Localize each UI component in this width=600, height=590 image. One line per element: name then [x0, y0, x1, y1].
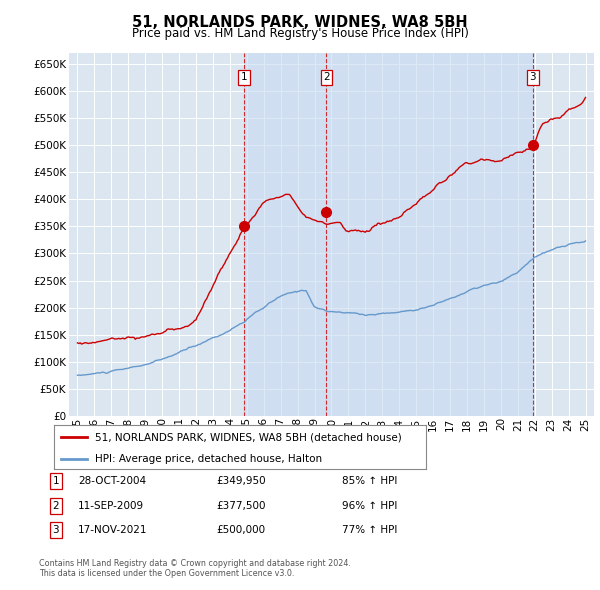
Text: 2: 2 — [52, 501, 59, 510]
Text: £500,000: £500,000 — [216, 526, 265, 535]
Text: 1: 1 — [241, 73, 247, 83]
Text: 77% ↑ HPI: 77% ↑ HPI — [342, 526, 397, 535]
Text: £349,950: £349,950 — [216, 476, 266, 486]
Text: 96% ↑ HPI: 96% ↑ HPI — [342, 501, 397, 510]
Text: This data is licensed under the Open Government Licence v3.0.: This data is licensed under the Open Gov… — [39, 569, 295, 578]
Text: 2: 2 — [323, 73, 330, 83]
Text: 51, NORLANDS PARK, WIDNES, WA8 5BH (detached house): 51, NORLANDS PARK, WIDNES, WA8 5BH (deta… — [95, 432, 401, 442]
Text: 3: 3 — [529, 73, 536, 83]
Text: Contains HM Land Registry data © Crown copyright and database right 2024.: Contains HM Land Registry data © Crown c… — [39, 559, 351, 568]
Bar — [326, 53, 533, 416]
Text: 51, NORLANDS PARK, WIDNES, WA8 5BH: 51, NORLANDS PARK, WIDNES, WA8 5BH — [132, 15, 468, 30]
Bar — [244, 53, 326, 416]
Text: 17-NOV-2021: 17-NOV-2021 — [78, 526, 148, 535]
Text: 1: 1 — [52, 476, 59, 486]
Text: 28-OCT-2004: 28-OCT-2004 — [78, 476, 146, 486]
Text: Price paid vs. HM Land Registry's House Price Index (HPI): Price paid vs. HM Land Registry's House … — [131, 27, 469, 40]
Text: 11-SEP-2009: 11-SEP-2009 — [78, 501, 144, 510]
Text: 85% ↑ HPI: 85% ↑ HPI — [342, 476, 397, 486]
Text: £377,500: £377,500 — [216, 501, 265, 510]
Text: HPI: Average price, detached house, Halton: HPI: Average price, detached house, Halt… — [95, 454, 322, 464]
Text: 3: 3 — [52, 526, 59, 535]
